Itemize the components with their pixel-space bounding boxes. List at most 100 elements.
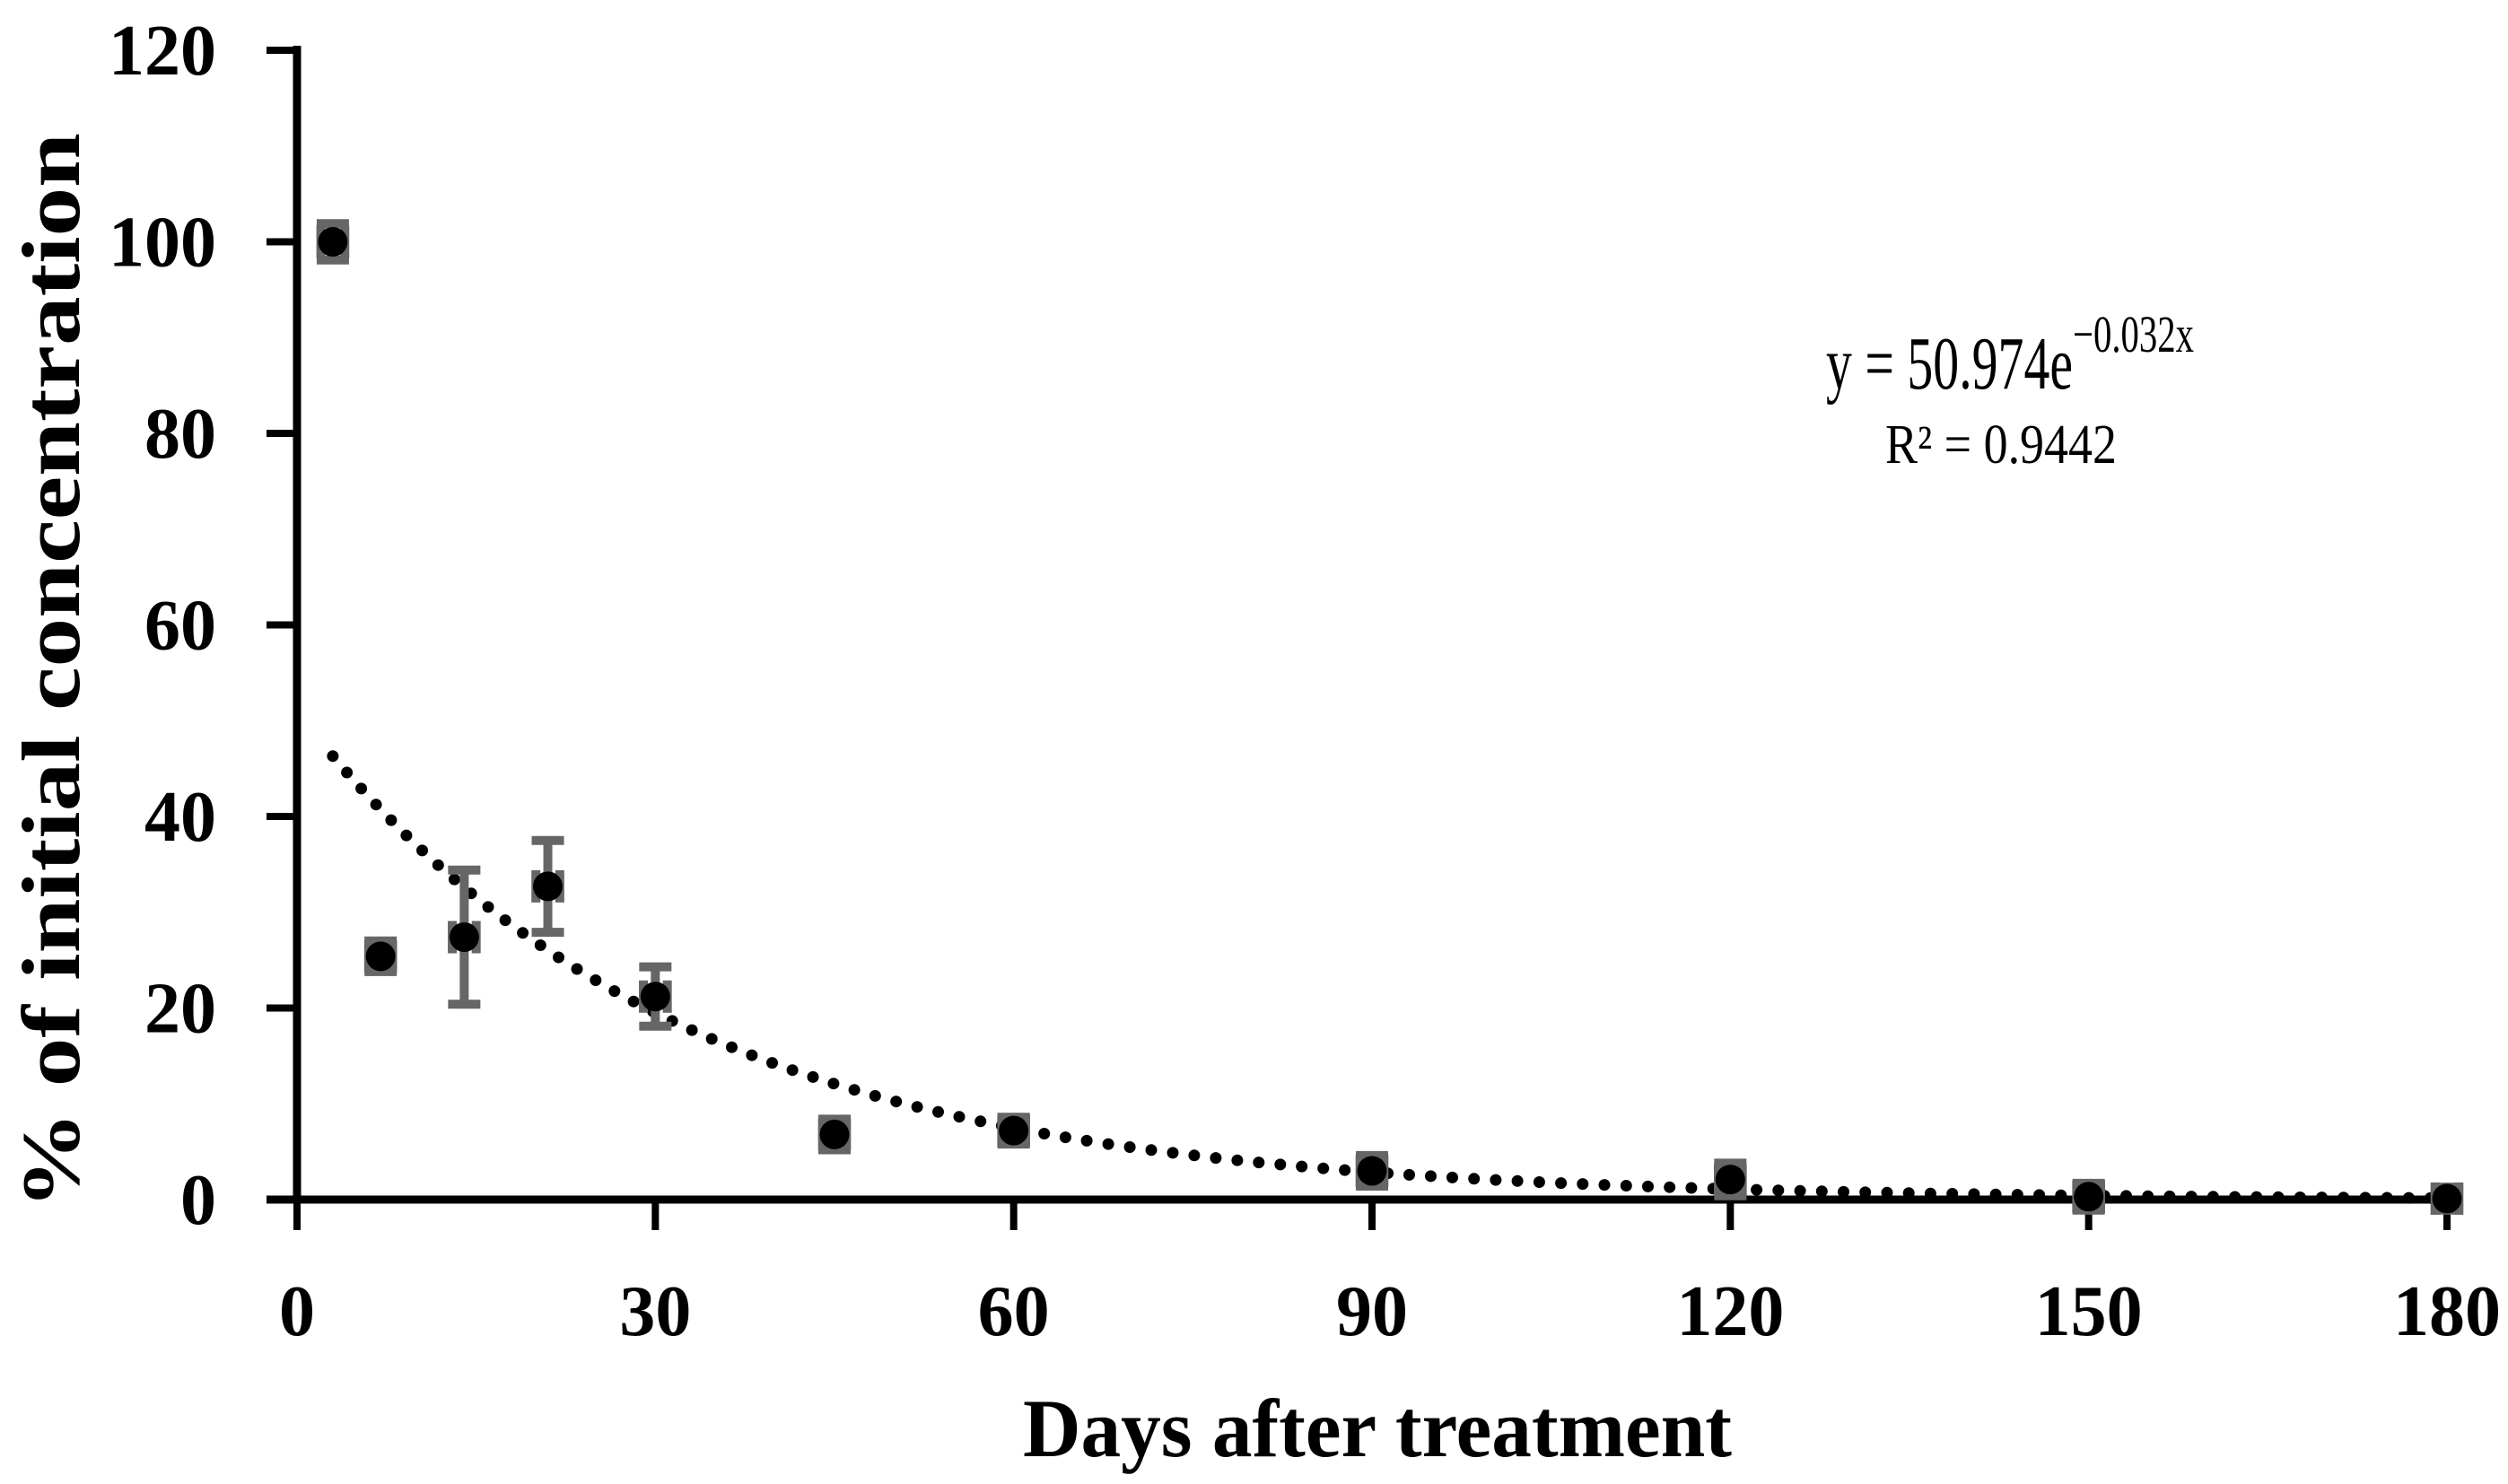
trendline-equation: y = 50.974e−0.032x (1826, 305, 2194, 406)
trendline (327, 750, 2437, 1204)
r-squared-label: R² = 0.9442 (1885, 415, 2117, 476)
y-tick-label: 40 (144, 778, 216, 857)
trendline-dot (1123, 1141, 1136, 1153)
trendline-dot (1425, 1170, 1437, 1183)
data-point-marker (640, 982, 670, 1012)
data-point (1714, 1158, 1747, 1200)
trendline-dot (1145, 1144, 1158, 1157)
trendline-dot (1080, 1134, 1093, 1147)
trendline-dot (1751, 1183, 1763, 1196)
trendline-dot (766, 1057, 778, 1069)
trendline-dot (1059, 1131, 1071, 1144)
y-tick-label: 80 (144, 395, 216, 474)
data-point-marker (449, 922, 479, 953)
trendline-dot (890, 1096, 903, 1108)
trendline-dot (341, 766, 354, 779)
x-tick-label: 150 (2035, 1272, 2143, 1351)
trendline-dot (1210, 1152, 1222, 1165)
trendline-dot (807, 1070, 819, 1083)
data-point-marker (2074, 1182, 2104, 1212)
trendline-dot (1511, 1174, 1524, 1187)
y-tick-label: 100 (109, 204, 216, 283)
trendline-dot (1838, 1185, 1849, 1198)
trendline-dot (432, 859, 444, 871)
trendline-dot (1446, 1171, 1458, 1183)
y-tick-label: 0 (180, 1161, 216, 1240)
trendline-dot (705, 1033, 718, 1045)
trendline-dot (571, 963, 583, 975)
trendline-dot (848, 1084, 861, 1096)
trendline-dot (1815, 1185, 1828, 1198)
trendline-dot (746, 1049, 758, 1061)
trendline-dot (1038, 1128, 1051, 1139)
trendline-dot (911, 1101, 923, 1113)
data-series (316, 219, 2464, 1215)
trendline-dot (1188, 1149, 1201, 1162)
trendline-dot (416, 844, 428, 857)
trendline-dot (1794, 1184, 1806, 1197)
trendline-dot (686, 1024, 698, 1036)
x-tick-label: 180 (2393, 1272, 2501, 1351)
trendline-dot (726, 1041, 738, 1053)
data-point (531, 835, 564, 938)
trendline-dot (627, 995, 640, 1008)
trendline-dot (1620, 1180, 1632, 1192)
trendline-dot (370, 799, 382, 811)
trendline-dot (327, 750, 339, 763)
trendline-dot (355, 782, 368, 795)
trendline-dot (1274, 1158, 1287, 1171)
y-tick-label: 60 (144, 587, 216, 666)
trendline-dot (1296, 1160, 1308, 1173)
trendline-dot (786, 1064, 799, 1077)
data-point (316, 219, 350, 265)
trendline-dot (974, 1115, 987, 1128)
y-axis-title: % of initial concentration (5, 133, 97, 1209)
trendline-dot (1231, 1154, 1244, 1166)
data-point (997, 1113, 1030, 1149)
trendline-dot (1403, 1168, 1415, 1181)
trendline-dot (932, 1105, 944, 1118)
trendline-dot (1685, 1182, 1698, 1194)
trendline-dot (553, 951, 564, 964)
axes: 0 30 60 90 120 150 180 0 20 40 60 80 100 120 (109, 12, 2501, 1351)
data-point-marker (318, 227, 348, 257)
y-tick-label: 20 (144, 970, 216, 1049)
trendline-dot (1772, 1184, 1785, 1197)
trendline-dot (1577, 1178, 1589, 1191)
trendline-dot (385, 814, 398, 826)
trendline-dot (482, 901, 494, 913)
trendline-dot (499, 914, 511, 927)
trendline-dot (1253, 1157, 1265, 1169)
x-tick-label: 90 (1336, 1272, 1408, 1351)
trendline-dot (1859, 1186, 1872, 1199)
equation-base: y = 50.974e (1826, 322, 2073, 406)
x-tick-label: 0 (279, 1272, 315, 1351)
trendline-dot (1642, 1180, 1654, 1192)
data-point-marker (819, 1119, 850, 1149)
trendline-dot (1533, 1176, 1545, 1188)
data-point (1355, 1150, 1389, 1192)
equation-exponent: −0.032x (2073, 305, 2194, 363)
data-point-marker (365, 941, 396, 972)
data-point-marker (2432, 1183, 2462, 1214)
trendline-dot (953, 1111, 966, 1123)
trendline-dot (517, 927, 529, 939)
data-point (363, 936, 398, 976)
data-point (448, 865, 481, 1009)
trendline-dot (1598, 1179, 1611, 1192)
data-point-marker (999, 1115, 1029, 1146)
data-point-marker (1357, 1156, 1387, 1186)
trendline-dot (1317, 1162, 1330, 1174)
data-point (639, 962, 672, 1031)
trendline-dot (400, 829, 413, 842)
x-tick-label: 120 (1676, 1272, 1784, 1351)
trendline-dot (608, 985, 621, 998)
data-point-marker (533, 871, 564, 902)
trendline-dot (1468, 1173, 1481, 1185)
y-tick-label: 120 (109, 12, 216, 91)
data-point (2430, 1182, 2464, 1215)
trendline-dot (1339, 1164, 1351, 1176)
trendline-dot (1102, 1138, 1114, 1150)
